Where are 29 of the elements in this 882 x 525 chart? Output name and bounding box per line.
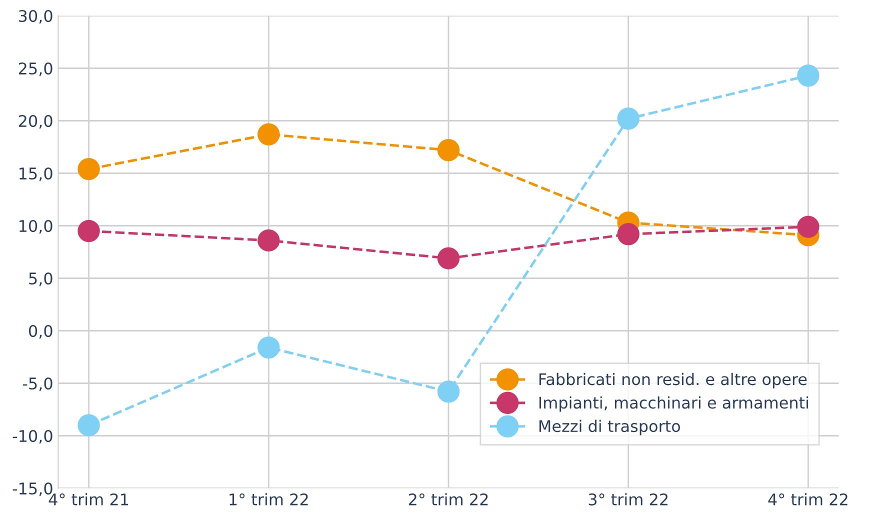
point [78,414,100,436]
point [258,123,280,146]
legend-label: Impianti, macchinari e armamenti [539,396,808,412]
point [437,247,460,270]
y-tick-label: 20,0 [18,114,52,129]
point [617,223,640,246]
x-tick-label: 2° trim 22 [408,493,488,506]
y-tick-label: -10,0 [12,430,52,444]
x-tick-label: 3° trim 22 [588,493,668,506]
point [258,336,280,359]
x-tick-label: 4° trim 22 [768,493,848,506]
x-tick-label: 1° trim 22 [230,493,308,506]
point [617,108,640,130]
y-tick-label: 5,0 [29,272,52,286]
point [258,229,280,252]
point [797,64,820,87]
y-tick-label: -5,0 [22,377,52,392]
point [437,380,460,403]
y-tick-label: 10,0 [20,220,52,234]
y-tick-label: 25,0 [18,62,52,76]
y-tick-label: 0,0 [29,324,52,339]
point [78,158,100,180]
point [797,216,820,238]
legend-label: Fabbricati non resid. e altre opere [539,372,807,388]
y-tick-label: 30,0 [19,10,52,24]
legend-label: Mezzi di trasporto [539,420,680,436]
point [437,139,460,162]
point [78,220,100,242]
y-tick-label: 15,0 [20,167,52,182]
